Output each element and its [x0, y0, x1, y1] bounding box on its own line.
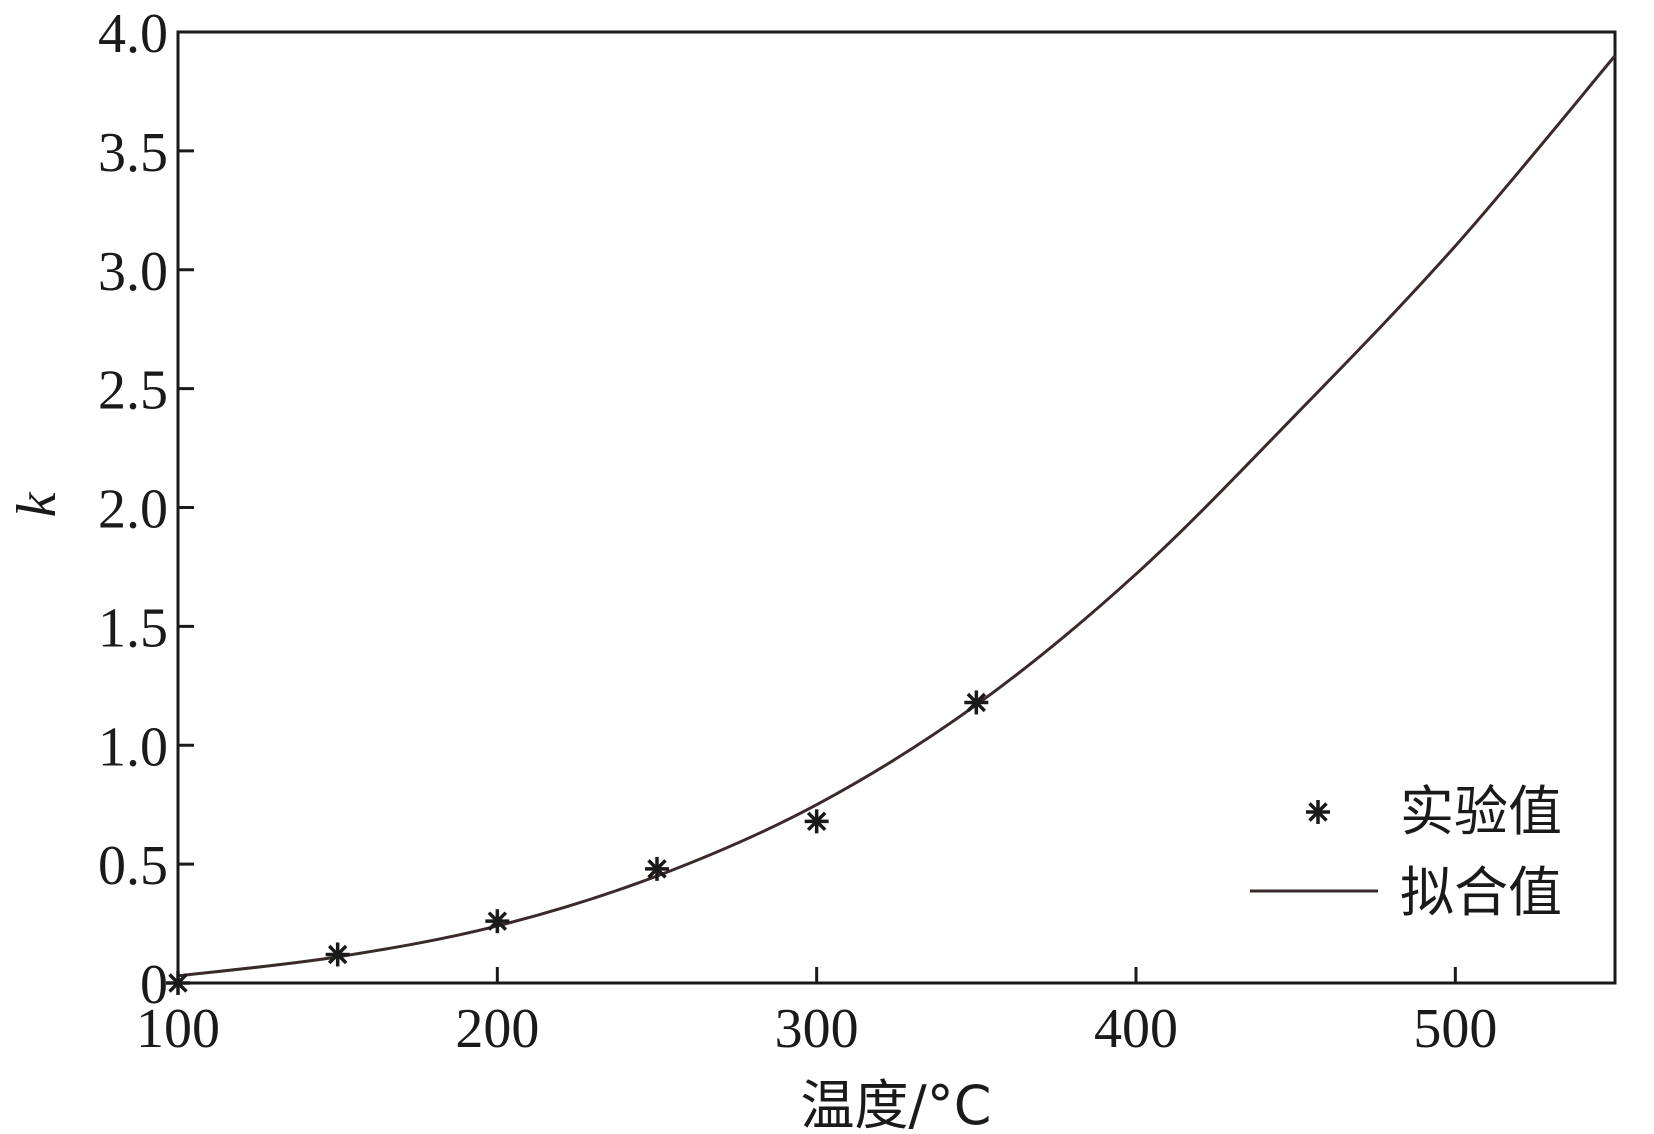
y-tick-label: 1.0	[98, 716, 168, 778]
data-point-marker	[964, 690, 989, 715]
x-tick-label: 100	[136, 998, 220, 1060]
legend-label-fit: 拟合值	[1400, 861, 1562, 924]
x-axis-title: 温度/°C	[801, 1074, 992, 1134]
legend-label-experimental: 实验值	[1400, 780, 1562, 843]
experimental-markers	[166, 690, 989, 995]
legend: 实验值 拟合值	[1250, 780, 1562, 924]
data-point-marker	[325, 942, 350, 967]
legend-marker-asterisk	[1306, 800, 1330, 824]
y-tick-label: 0.5	[98, 835, 168, 897]
data-point-marker	[645, 856, 669, 881]
data-point-marker	[485, 909, 510, 934]
x-tick-label: 300	[775, 998, 859, 1060]
y-tick-label: 3.5	[98, 122, 168, 184]
fit-curve-line	[177, 54, 1617, 978]
y-tick-label: 0	[140, 954, 168, 1016]
y-axis-ticks: 0 0.5 1.0 1.5 2.0 2.5 3.0 3.5 4.0	[98, 3, 194, 1016]
legend-asterisk-icon	[1306, 800, 1330, 824]
y-tick-label: 1.5	[98, 597, 168, 659]
y-tick-label: 3.0	[98, 241, 168, 303]
data-point-marker	[166, 971, 190, 995]
x-tick-label: 500	[1413, 998, 1497, 1060]
y-axis-title: k	[6, 491, 68, 517]
y-tick-label: 2.0	[98, 479, 168, 541]
x-tick-label: 400	[1094, 998, 1178, 1060]
y-tick-label: 2.5	[98, 360, 168, 422]
x-tick-label: 200	[455, 998, 539, 1060]
x-axis-ticks: 100 200 300 400 500	[136, 967, 1497, 1060]
data-point-marker	[804, 809, 829, 834]
y-tick-label: 4.0	[98, 3, 168, 65]
